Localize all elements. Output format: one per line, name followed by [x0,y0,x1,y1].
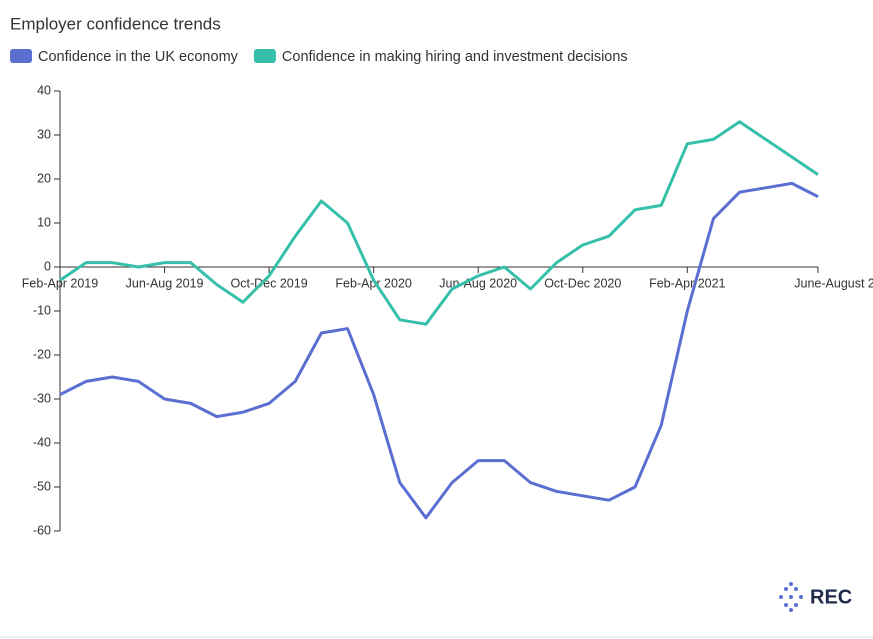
y-tick-label: -40 [33,435,51,449]
y-tick-label: 30 [37,127,51,141]
legend-swatch [253,49,276,63]
chart-title: Employer confidence trends [10,14,221,33]
y-tick-label: 40 [37,83,51,97]
y-tick-label: -50 [33,479,51,493]
logo: REC [779,582,852,612]
x-tick-label: Feb-Apr 2019 [22,276,98,290]
y-tick-label: 0 [44,259,51,273]
y-tick-label: -10 [33,303,51,317]
legend-swatch [10,49,32,63]
x-tick-label: Oct-Dec 2020 [544,276,621,290]
legend-label: Confidence in the UK economy [38,49,239,65]
x-tick-label: Feb-Apr 2021 [649,276,725,290]
legend-label: Confidence in making hiring and investme… [282,49,628,65]
y-tick-label: -20 [33,347,51,361]
x-tick-label: Jun-Aug 2019 [126,276,204,290]
y-tick-label: -30 [33,391,51,405]
line [59,181,819,520]
line [59,120,819,326]
y-tick-label: 10 [37,215,51,229]
x-tick-label: June-August 2021 [794,276,873,290]
x-tick-label: Feb-Apr 2020 [335,276,411,290]
y-tick-label: -60 [33,523,51,537]
y-tick-label: 20 [37,171,51,185]
logo-text: REC [810,586,852,608]
x-tick-label: Oct-Dec 2019 [231,276,308,290]
